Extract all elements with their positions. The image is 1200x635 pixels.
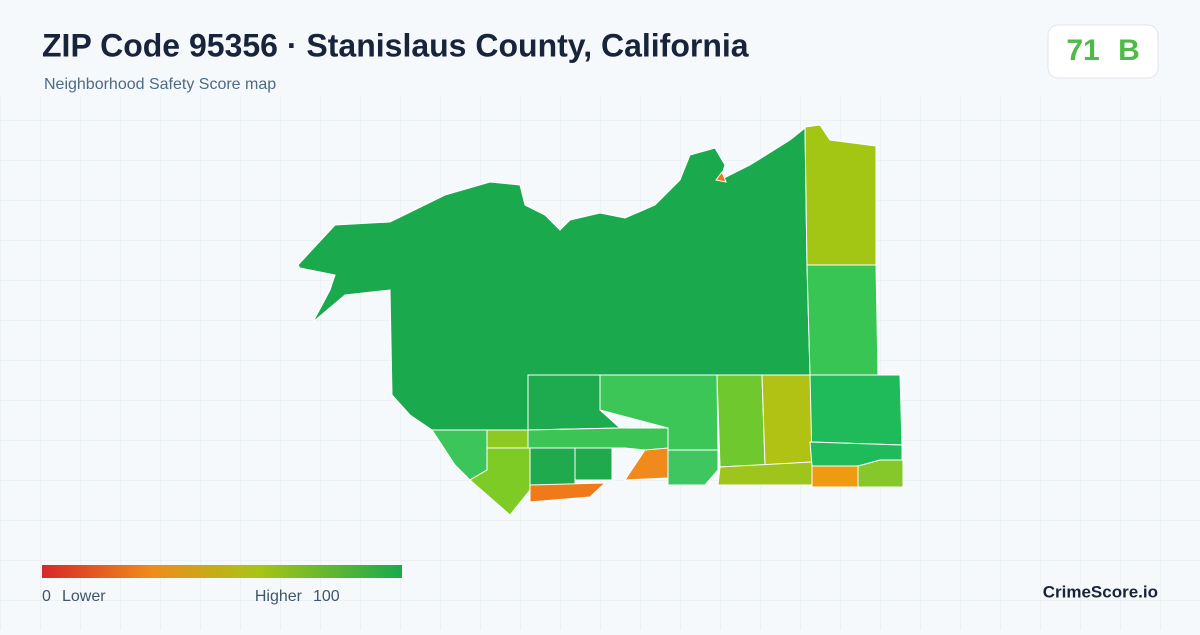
region <box>806 264 879 376</box>
score-grade: B <box>1118 34 1140 67</box>
legend-min-label: Lower <box>62 588 106 605</box>
region <box>486 429 529 449</box>
subtitle: Neighborhood Safety Score map <box>44 76 276 93</box>
region <box>811 465 859 488</box>
title: ZIP Code 95356 · Stanislaus County, Cali… <box>42 27 749 63</box>
region <box>529 482 607 503</box>
region <box>667 449 719 486</box>
region <box>761 374 813 466</box>
score-value: 71 <box>1066 34 1099 67</box>
region <box>527 374 622 431</box>
region <box>529 447 576 486</box>
header-band <box>0 0 1200 96</box>
legend-ramp <box>42 565 402 578</box>
legend-max-label: Higher <box>255 588 303 605</box>
region <box>804 124 877 266</box>
region <box>809 374 903 446</box>
region <box>809 441 903 467</box>
region <box>527 427 669 451</box>
legend-max: 100 <box>313 588 340 605</box>
region <box>574 447 613 481</box>
map <box>297 124 904 516</box>
legend-min: 0 <box>42 588 51 605</box>
region <box>716 374 766 468</box>
region <box>715 170 727 183</box>
brand: CrimeScore.io <box>1043 582 1158 601</box>
region <box>624 447 669 481</box>
score-box <box>1047 24 1159 79</box>
